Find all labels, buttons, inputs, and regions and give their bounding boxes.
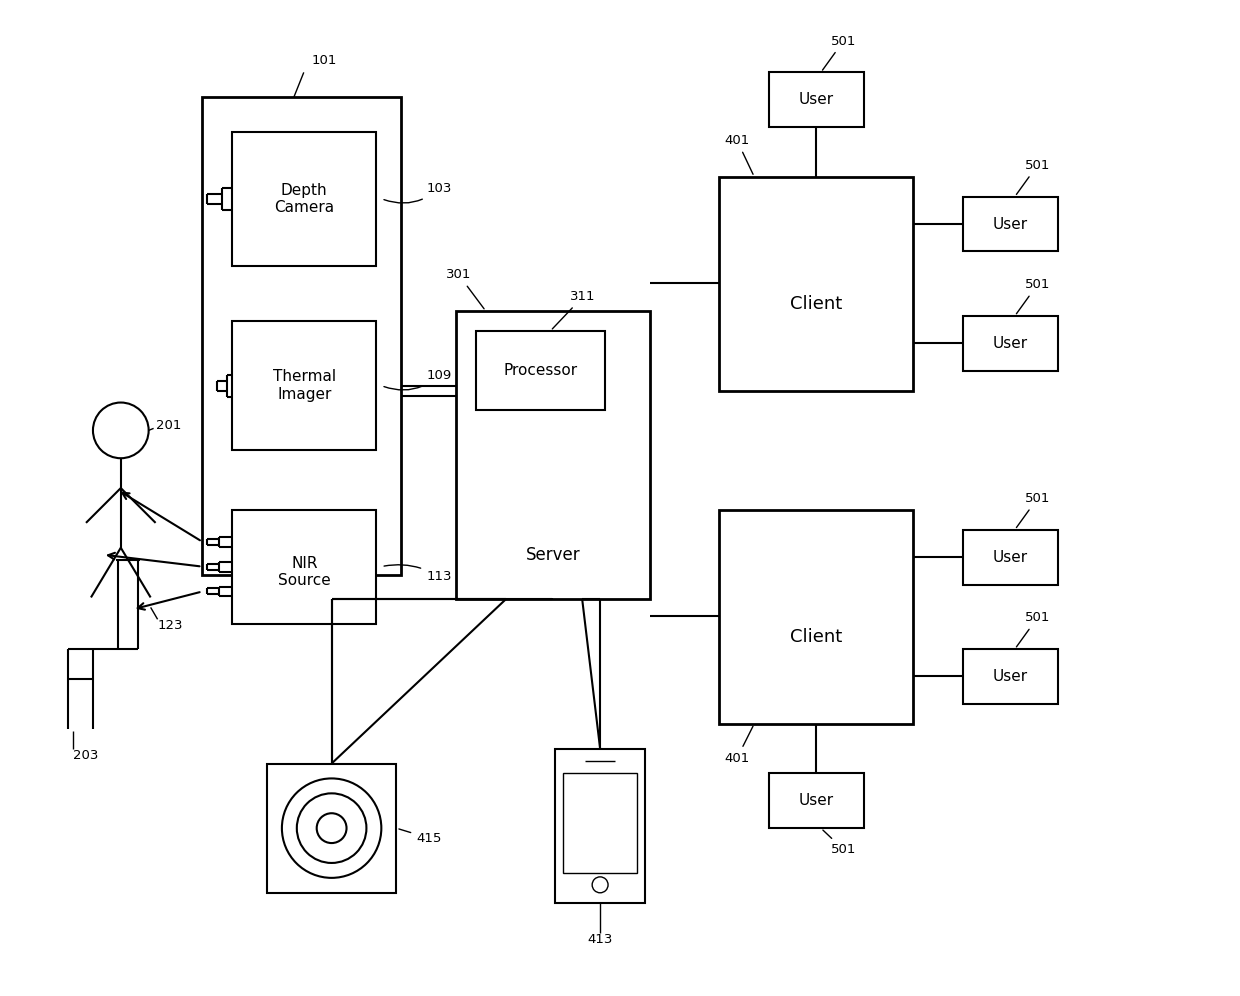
Text: 123: 123 <box>157 620 184 632</box>
Text: 501: 501 <box>823 830 856 857</box>
Text: User: User <box>993 336 1028 351</box>
Text: Client: Client <box>790 295 842 313</box>
Text: User: User <box>993 550 1028 565</box>
Bar <box>719 510 914 724</box>
Text: 401: 401 <box>724 726 753 765</box>
Text: NIR
Source: NIR Source <box>278 556 331 589</box>
Text: 501: 501 <box>822 35 856 70</box>
Bar <box>963 196 1058 251</box>
Bar <box>476 331 605 410</box>
Text: Processor: Processor <box>503 364 578 378</box>
Text: 201: 201 <box>155 419 181 432</box>
Bar <box>963 316 1058 371</box>
Text: Depth
Camera: Depth Camera <box>274 183 335 215</box>
Text: 413: 413 <box>588 932 613 945</box>
Text: User: User <box>799 93 835 108</box>
Bar <box>202 98 402 575</box>
Text: User: User <box>799 793 835 809</box>
Bar <box>456 311 650 600</box>
Text: Thermal
Imager: Thermal Imager <box>273 370 336 401</box>
Text: Client: Client <box>790 627 842 645</box>
Text: User: User <box>993 669 1028 684</box>
Text: 501: 501 <box>1017 158 1050 194</box>
Bar <box>563 774 637 872</box>
Text: 401: 401 <box>724 134 753 174</box>
Text: 311: 311 <box>552 290 595 329</box>
Text: 103: 103 <box>384 182 451 203</box>
Bar <box>556 749 645 902</box>
Bar <box>963 649 1058 704</box>
Bar <box>267 764 397 892</box>
Text: 203: 203 <box>73 749 98 762</box>
Bar <box>769 73 863 127</box>
Bar <box>769 774 863 828</box>
Text: 101: 101 <box>311 55 337 68</box>
Bar <box>963 530 1058 585</box>
Text: 501: 501 <box>1017 278 1050 314</box>
Bar <box>232 510 377 624</box>
Text: Server: Server <box>526 546 580 564</box>
Bar <box>232 321 377 450</box>
Text: User: User <box>993 216 1028 231</box>
Text: 301: 301 <box>446 268 484 309</box>
Text: 501: 501 <box>1017 492 1050 528</box>
Text: 415: 415 <box>399 829 441 845</box>
Text: 109: 109 <box>384 370 451 390</box>
Text: 501: 501 <box>1017 612 1050 646</box>
Bar <box>232 132 377 266</box>
Text: 113: 113 <box>384 565 451 583</box>
Bar <box>719 177 914 390</box>
